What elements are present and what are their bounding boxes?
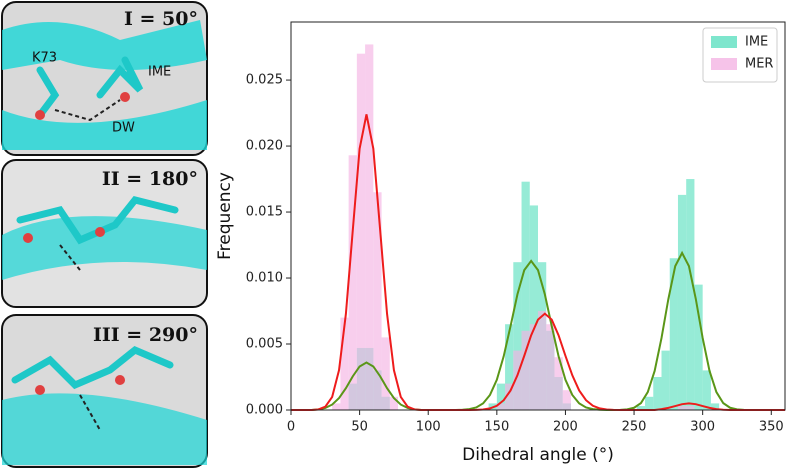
histogram-bar: [677, 194, 687, 410]
x-tick-label: 50: [351, 420, 368, 435]
histogram-bar: [521, 181, 530, 410]
legend-swatch: [711, 36, 737, 48]
histogram-bar: [554, 357, 563, 410]
histogram-bar: [529, 205, 538, 410]
histogram-bar: [686, 179, 695, 410]
histogram-bar: [356, 53, 366, 411]
histogram-bar: [332, 403, 341, 410]
histogram-bar: [365, 44, 374, 411]
residue-label: IME: [148, 65, 171, 80]
x-tick-label: 150: [484, 420, 509, 435]
histogram-bar: [505, 324, 514, 410]
histogram-bar: [505, 383, 514, 410]
histogram-bar: [521, 330, 530, 410]
histogram-bar: [513, 262, 522, 410]
histogram-bar: [381, 337, 390, 410]
histogram-bar: [669, 258, 678, 410]
histogram-bar: [686, 406, 695, 410]
y-tick-label: 0.010: [246, 271, 283, 286]
histogram-bar: [661, 350, 670, 410]
histogram-bar: [546, 324, 555, 410]
histogram-bar: [694, 284, 703, 410]
x-tick-label: 250: [622, 420, 647, 435]
histogram-bar: [645, 396, 654, 410]
y-axis-label: Frequency: [215, 172, 235, 260]
histogram-bar: [496, 403, 506, 410]
legend-label: IME: [745, 35, 768, 50]
density-curve: [291, 114, 785, 411]
residue-label: K73: [32, 51, 57, 66]
histogram-bar: [389, 396, 399, 410]
legend-swatch: [711, 58, 737, 70]
y-tick-label: 0.020: [246, 139, 283, 154]
structure-panel: I = 50° K73 IME DW: [1, 1, 208, 156]
y-tick-label: 0.005: [246, 337, 283, 352]
panel-title: II = 180°: [102, 168, 198, 190]
water-label: DW: [112, 121, 135, 136]
y-tick-label: 0.015: [246, 205, 283, 220]
legend: IME MER: [702, 27, 778, 83]
structure-panel: II = 180°: [1, 159, 208, 308]
y-tick-label: 0.000: [246, 403, 283, 418]
histogram-bar: [702, 370, 711, 410]
histogram-bar: [496, 383, 506, 410]
histogram-bar: [348, 155, 357, 410]
x-tick-label: 200: [553, 420, 578, 435]
legend-label: MER: [745, 57, 773, 72]
y-tick-label: 0.025: [246, 73, 283, 88]
x-tick-label: 0: [287, 420, 295, 435]
histogram-bar: [653, 377, 662, 410]
x-tick-label: 350: [759, 420, 784, 435]
x-tick-label: 100: [416, 420, 441, 435]
x-axis-label: Dihedral angle (°): [462, 445, 614, 465]
histogram-bar: [513, 350, 522, 410]
density-curve: [291, 250, 785, 411]
histogram-bar: [562, 390, 571, 410]
histogram-bar: [529, 324, 538, 410]
structure-panel: III = 290°: [1, 314, 208, 468]
x-tick-label: 300: [690, 420, 715, 435]
histogram-bar: [538, 311, 547, 410]
histogram-bar: [636, 406, 646, 410]
histogram-bar: [710, 403, 720, 410]
plot-frame: [290, 21, 786, 411]
histogram-bar: [677, 406, 687, 410]
histogram-bar: [373, 192, 382, 410]
panel-title: I = 50°: [124, 8, 198, 30]
panel-title: III = 290°: [93, 324, 198, 346]
histogram-bar: [340, 317, 349, 410]
